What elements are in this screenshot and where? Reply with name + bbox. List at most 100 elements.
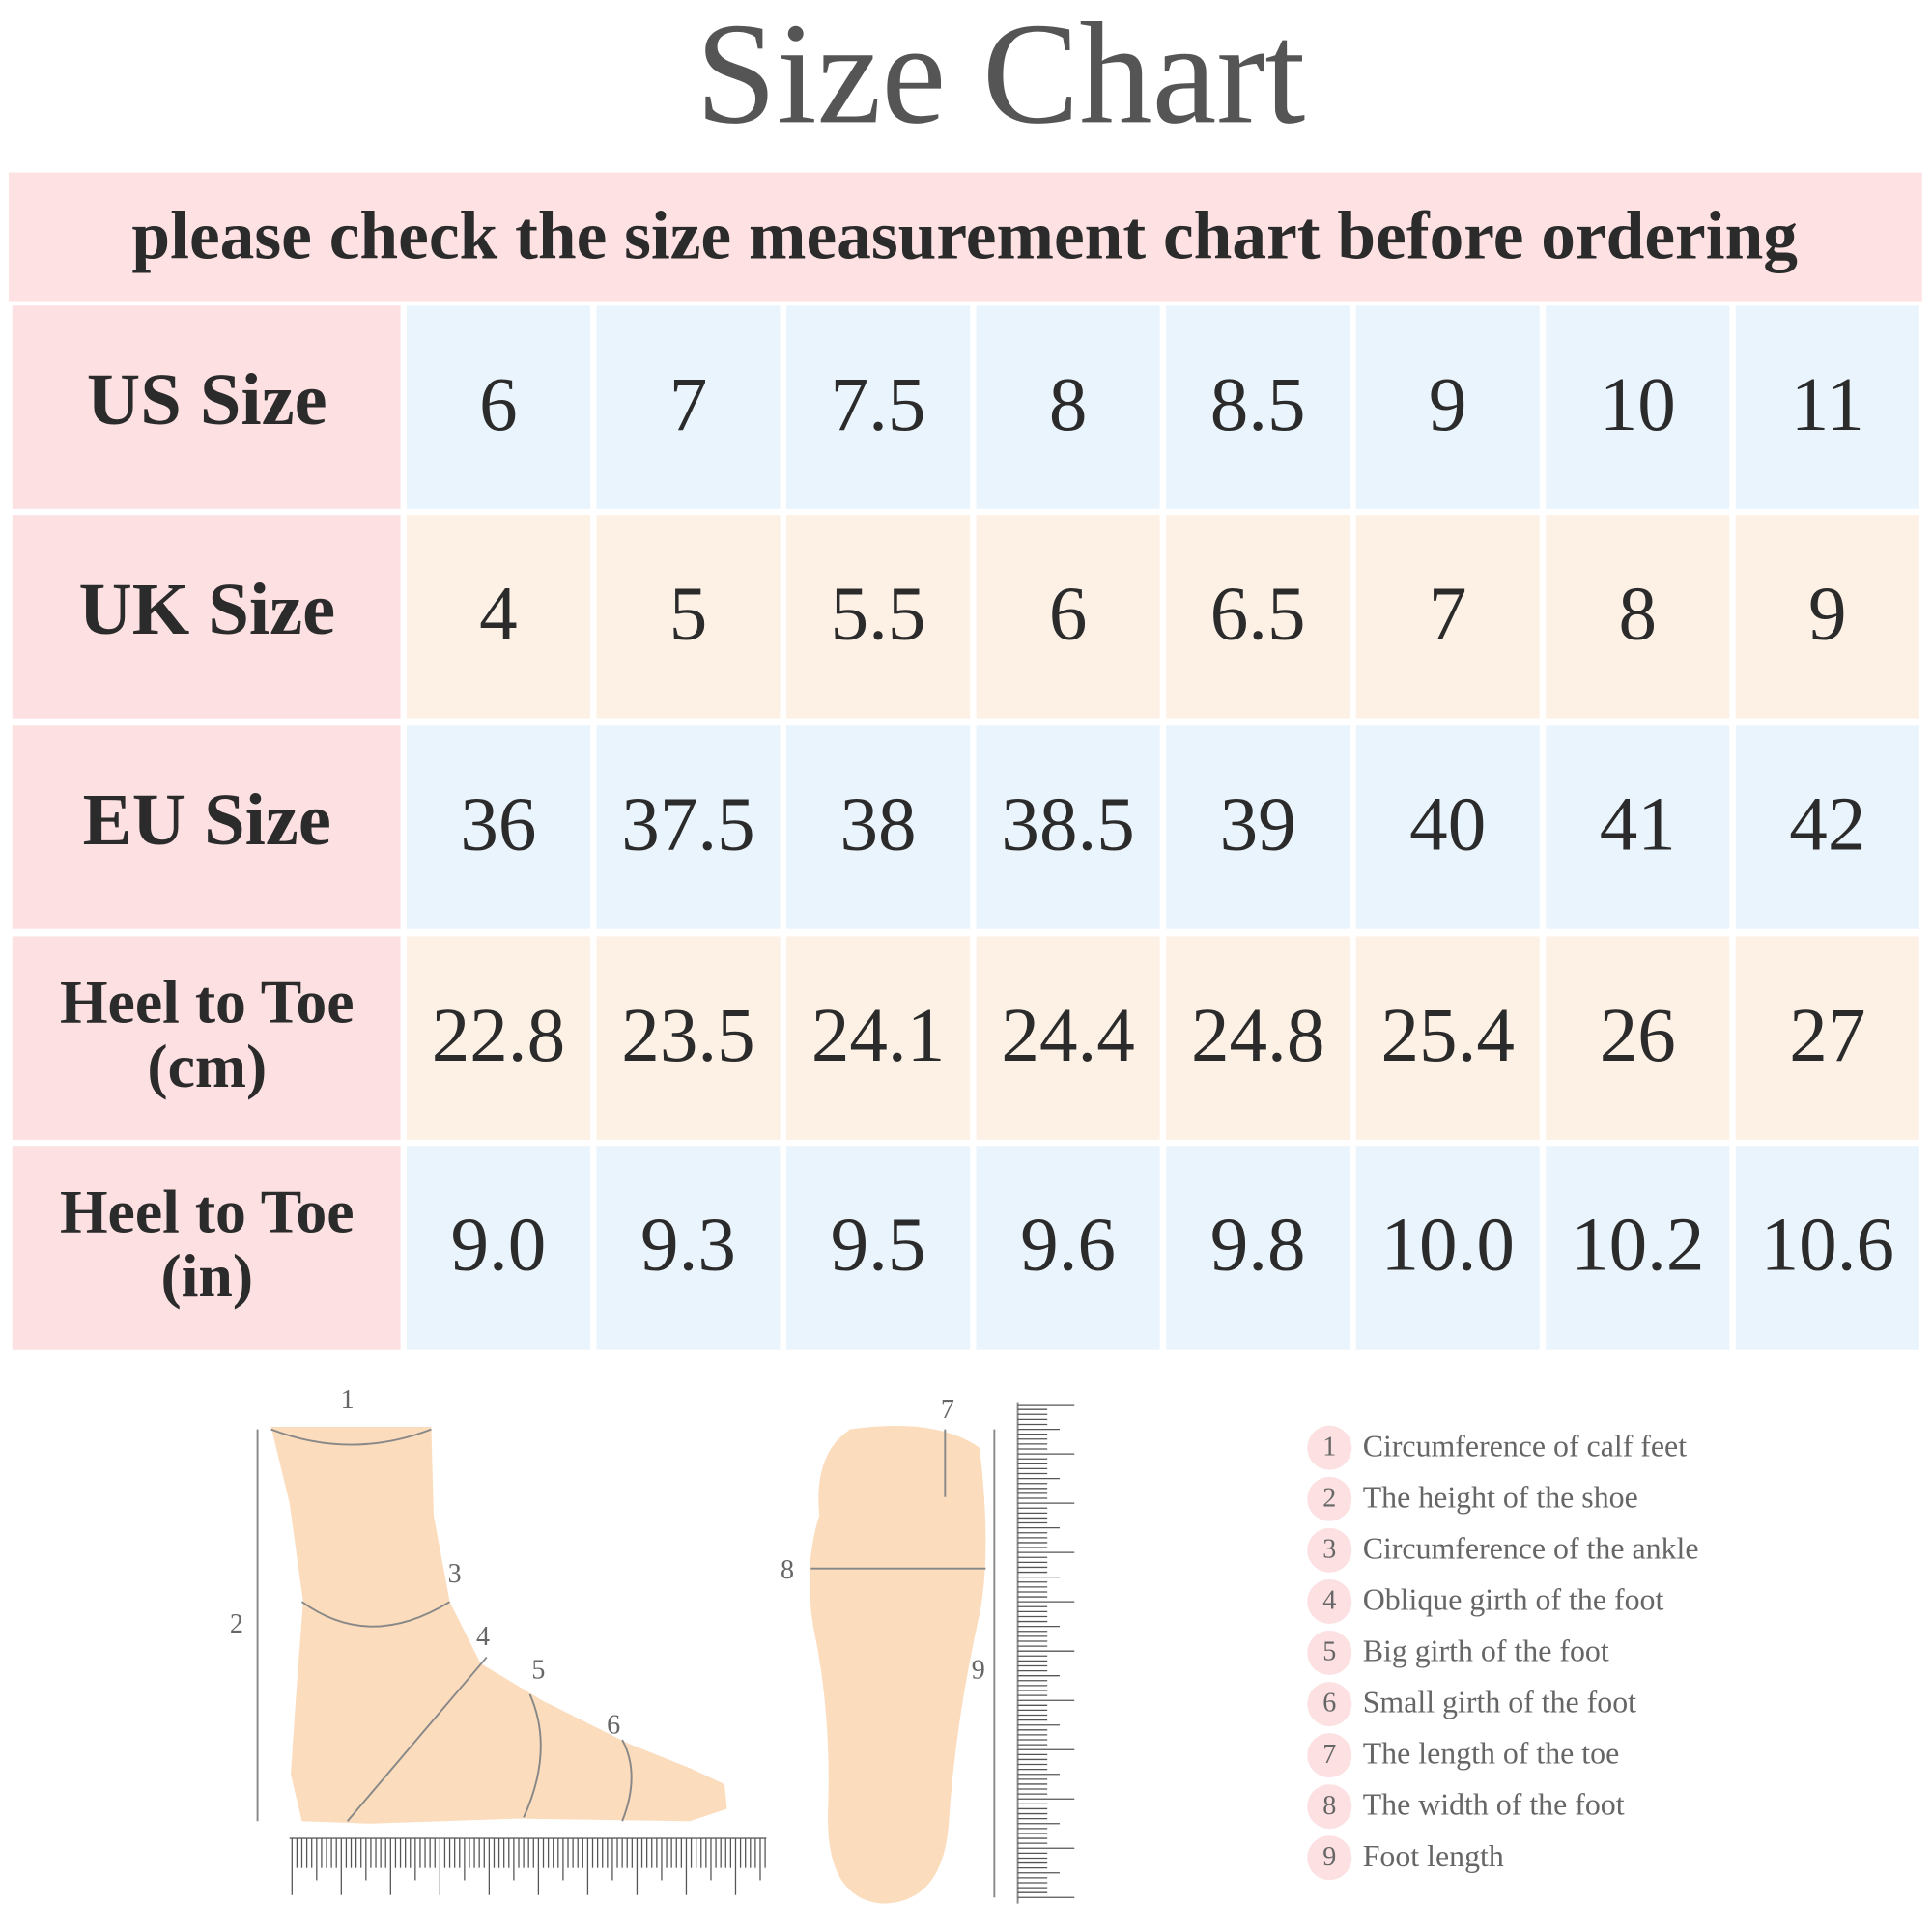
cell — [596, 725, 781, 929]
cell — [1166, 725, 1350, 929]
diagram-label: 4 — [476, 1622, 490, 1652]
side-foot-diagram — [256, 1427, 767, 1840]
cell — [1546, 305, 1730, 509]
cell-value: 25.4 — [1381, 994, 1515, 1078]
cell-value: 40 — [1409, 783, 1486, 867]
diagram-label: 6 — [607, 1711, 620, 1741]
subtitle: please check the size measurement chart … — [131, 198, 1798, 274]
legend-badge — [1307, 1425, 1352, 1470]
cell — [406, 936, 590, 1140]
diagram-label: 9 — [972, 1655, 985, 1685]
cell — [1735, 936, 1919, 1140]
row-label: (cm) — [147, 1032, 267, 1100]
diagram-label: 8 — [781, 1555, 794, 1585]
cell — [406, 305, 590, 509]
legend-number: 8 — [1322, 1791, 1336, 1821]
cell — [1166, 936, 1350, 1140]
cell-value: 9.5 — [831, 1204, 926, 1288]
cell-value: 36 — [460, 783, 536, 867]
row-label: Heel to Toe — [60, 968, 355, 1037]
cell — [786, 936, 971, 1140]
cell — [1735, 1146, 1919, 1350]
legend-badge — [1307, 1476, 1352, 1521]
cell — [976, 1146, 1160, 1350]
cell — [786, 515, 971, 719]
cell — [786, 1146, 971, 1350]
cell-value: 8 — [1619, 573, 1658, 657]
cell-value: 11 — [1791, 363, 1864, 447]
cell-value: 10.2 — [1571, 1204, 1704, 1288]
cell — [1166, 515, 1350, 719]
cell-value: 7 — [1429, 573, 1467, 657]
legend-badge — [1307, 1527, 1352, 1573]
row-label: UK Size — [78, 568, 335, 650]
cell — [786, 725, 971, 929]
legend-badge — [1307, 1733, 1352, 1778]
row-label: Heel to Toe — [60, 1177, 355, 1245]
banner — [8, 172, 1922, 302]
cell-value: 38 — [840, 783, 917, 867]
cell — [1546, 515, 1730, 719]
cell-value: 24.1 — [811, 994, 945, 1078]
diagram-label: 2 — [230, 1609, 243, 1639]
cell — [1546, 936, 1730, 1140]
cell — [1355, 1146, 1540, 1350]
header-cell — [12, 515, 401, 719]
cell — [976, 515, 1160, 719]
cell — [976, 305, 1160, 509]
header-cell — [12, 305, 401, 509]
cell-value: 39 — [1220, 783, 1296, 867]
cell-value: 42 — [1789, 783, 1865, 867]
cell-value: 27 — [1789, 994, 1865, 1078]
cell-value: 24.8 — [1191, 994, 1324, 1078]
legend-number: 1 — [1322, 1432, 1336, 1462]
cell-value: 6.5 — [1210, 573, 1306, 657]
cell-value: 9.0 — [451, 1204, 547, 1288]
legend-text: Oblique girth of the foot — [1363, 1582, 1664, 1616]
title: Size Chart — [696, 0, 1305, 154]
diagram-label: 7 — [941, 1395, 954, 1425]
header-cell — [12, 725, 401, 929]
cell — [406, 1146, 590, 1350]
legend-badge — [1307, 1578, 1352, 1624]
cell-value: 41 — [1600, 783, 1676, 867]
legend-badge — [1307, 1835, 1352, 1881]
cell — [1735, 515, 1919, 719]
row-label: US Size — [87, 358, 327, 440]
ruler — [291, 1838, 766, 1895]
legend-text: Foot length — [1363, 1839, 1504, 1873]
cell-value: 6 — [1049, 573, 1088, 657]
legend-text: The width of the foot — [1363, 1788, 1625, 1822]
cell — [1355, 725, 1540, 929]
legend-text: Circumference of calf feet — [1363, 1429, 1688, 1463]
cell — [1355, 305, 1540, 509]
legend-number: 6 — [1322, 1689, 1336, 1719]
cell — [596, 1146, 781, 1350]
cell — [1546, 1146, 1730, 1350]
cell-value: 26 — [1600, 994, 1676, 1078]
cell-value: 8.5 — [1210, 363, 1306, 447]
cell — [596, 305, 781, 509]
legend-badge — [1307, 1682, 1352, 1726]
cell-value: 24.4 — [1001, 994, 1134, 1078]
legend-number: 3 — [1322, 1535, 1336, 1565]
table: US Size 6 7 7.5 8 8.5 9 10 11 UK Size 4 5 5.5 6 6.5 7 8 9… — [12, 305, 1919, 1350]
legend-badge — [1307, 1631, 1352, 1675]
diagram-label: 1 — [341, 1385, 355, 1415]
cell — [1355, 515, 1540, 719]
cell — [406, 725, 590, 929]
legend-number: 2 — [1322, 1483, 1336, 1513]
cell — [786, 305, 971, 509]
cell-value: 37.5 — [621, 783, 754, 867]
legend-badge — [1307, 1784, 1352, 1830]
legend-text: The length of the toe — [1363, 1737, 1620, 1771]
legend-number: 7 — [1322, 1740, 1336, 1770]
cell-value: 9 — [1429, 363, 1467, 447]
cell — [1735, 725, 1919, 929]
cell-value: 38.5 — [1001, 783, 1134, 867]
sole-diagram — [809, 1402, 1019, 1904]
row-label: EU Size — [83, 779, 331, 861]
legend-number: 4 — [1322, 1586, 1336, 1616]
cell-value: 10.6 — [1761, 1204, 1894, 1288]
